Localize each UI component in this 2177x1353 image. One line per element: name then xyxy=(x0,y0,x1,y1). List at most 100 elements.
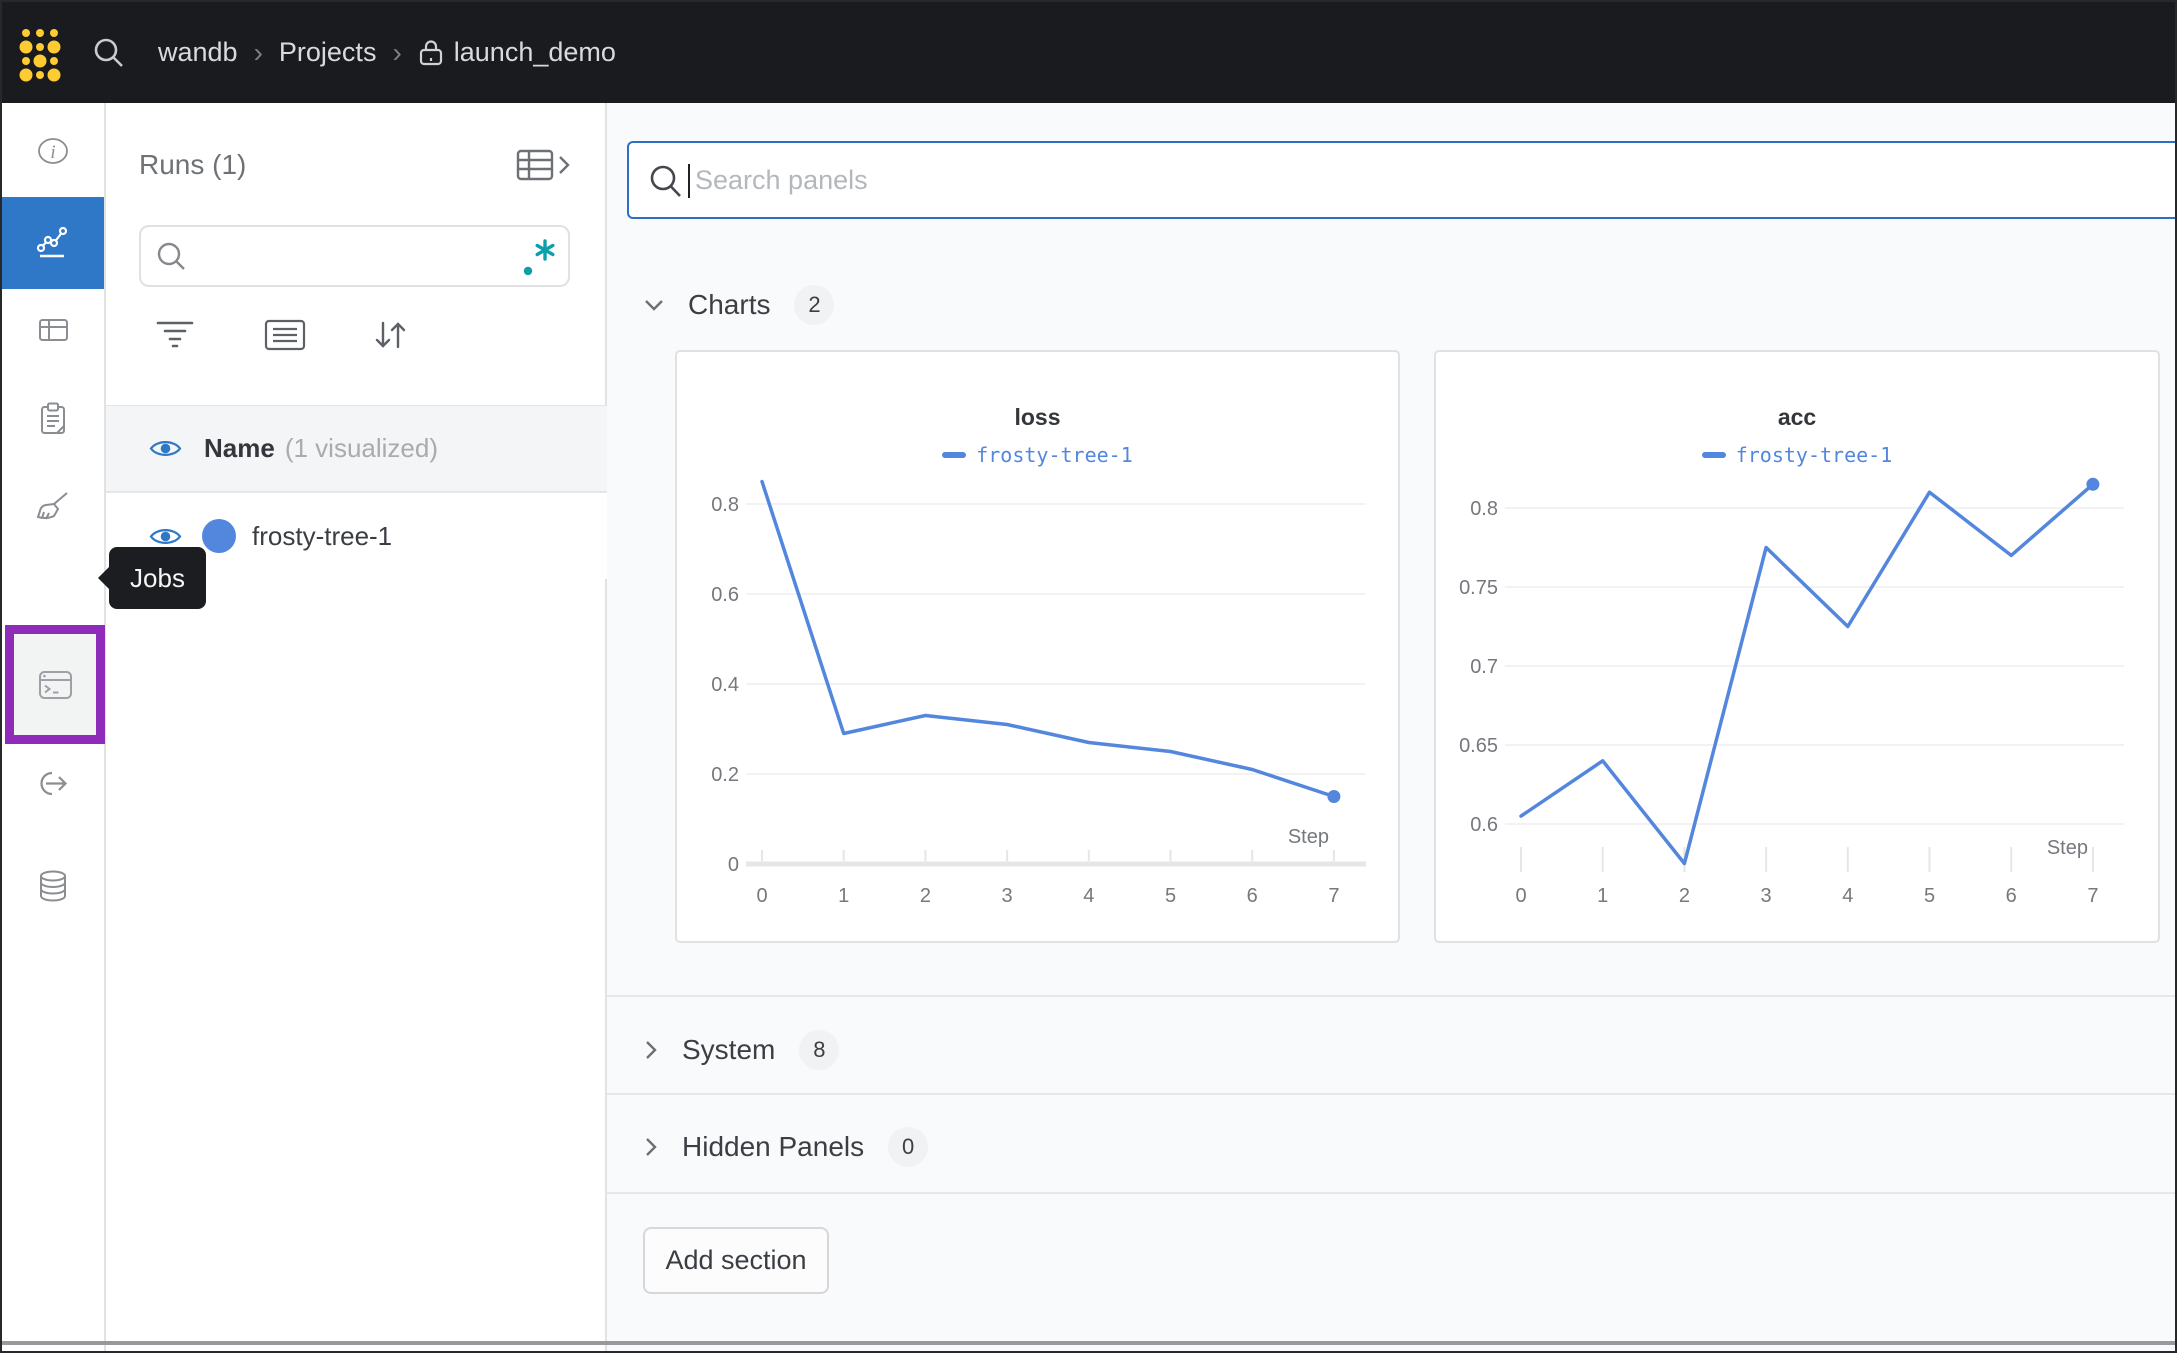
svg-text:4: 4 xyxy=(1083,885,1094,907)
breadcrumb-project-name[interactable]: launch_demo xyxy=(453,37,616,67)
legend-run-name: frosty-tree-1 xyxy=(1735,443,1893,467)
sort-button[interactable] xyxy=(372,319,408,356)
svg-text:7: 7 xyxy=(1328,885,1339,907)
runs-header-visualized-count: (1 visualized) xyxy=(284,433,438,463)
sidebar-item-reports[interactable] xyxy=(2,391,104,447)
sidebar-item-workspace[interactable] xyxy=(2,197,104,289)
legend-dash-icon xyxy=(942,452,967,458)
filter-button[interactable] xyxy=(155,319,195,354)
sidebar-rail: i xyxy=(2,103,106,1351)
sidebar-item-artifacts[interactable] xyxy=(2,859,104,915)
runs-header-name: Name xyxy=(204,433,275,463)
runs-panel: Runs (1) xyxy=(106,103,607,1351)
list-card-icon xyxy=(264,319,306,351)
svg-text:Step: Step xyxy=(1288,826,1329,848)
svg-text:0.6: 0.6 xyxy=(1470,814,1498,836)
svg-text:0.6: 0.6 xyxy=(711,584,739,606)
svg-text:5: 5 xyxy=(1924,885,1935,907)
svg-text:6: 6 xyxy=(2006,885,2017,907)
svg-text:0.8: 0.8 xyxy=(1470,498,1498,520)
runs-search-box xyxy=(139,225,570,287)
info-icon: i xyxy=(38,138,68,164)
divider xyxy=(106,491,607,493)
run-name[interactable]: frosty-tree-1 xyxy=(252,520,393,551)
expand-runs-table-button[interactable] xyxy=(516,145,574,190)
acc-chart-plot: 0.6 0.65 0.7 0.75 0.8 0 1 2 3 4 5 6 7 Step xyxy=(1459,477,2124,907)
sidebar-item-jobs[interactable] xyxy=(32,663,78,707)
divider xyxy=(607,995,2175,997)
section-header-charts[interactable]: Charts 2 xyxy=(642,283,835,327)
chevron-right-icon xyxy=(642,1038,660,1062)
section-header-hidden-panels[interactable]: Hidden Panels 0 xyxy=(642,1125,929,1169)
svg-text:0.7: 0.7 xyxy=(1470,656,1498,678)
section-label: System xyxy=(682,1034,776,1065)
breadcrumb-separator: › xyxy=(392,36,402,68)
svg-text:0.8: 0.8 xyxy=(711,494,739,516)
tooltip-label: Jobs xyxy=(130,562,185,593)
loss-chart-panel[interactable]: loss frosty-tree-1 0 0.2 0.4 0.6 0.8 0 1 2 3 4 5 6 7… xyxy=(675,350,1400,943)
search-icon xyxy=(157,242,185,270)
terminal-icon xyxy=(39,670,72,699)
svg-text:0: 0 xyxy=(756,885,767,907)
svg-text:7: 7 xyxy=(2087,885,2098,907)
run-color-dot xyxy=(202,519,236,553)
lock-icon xyxy=(418,38,444,68)
tooltip-arrow xyxy=(98,566,110,590)
sidebar-item-sweeps[interactable] xyxy=(2,479,104,535)
svg-text:3: 3 xyxy=(1761,885,1772,907)
visibility-eye-icon[interactable] xyxy=(149,437,182,460)
svg-text:6: 6 xyxy=(1247,885,1258,907)
section-count-badge: 2 xyxy=(794,285,835,325)
svg-text:0.65: 0.65 xyxy=(1459,735,1498,757)
line-chart-icon xyxy=(36,226,68,258)
divider xyxy=(607,1192,2175,1194)
svg-text:0.75: 0.75 xyxy=(1459,577,1498,599)
table-icon xyxy=(39,319,68,341)
wandb-logo-icon[interactable] xyxy=(18,24,62,82)
visibility-eye-icon[interactable] xyxy=(149,525,182,548)
link-arrow-icon xyxy=(40,771,68,796)
svg-text:0.2: 0.2 xyxy=(711,764,739,786)
filter-icon xyxy=(156,321,194,348)
svg-text:0.4: 0.4 xyxy=(711,674,739,696)
panel-search-box xyxy=(627,141,2175,219)
svg-text:4: 4 xyxy=(1842,885,1853,907)
svg-text:3: 3 xyxy=(1002,885,1013,907)
chart-title: loss xyxy=(1014,404,1061,430)
table-expand-icon xyxy=(516,149,570,181)
add-section-button[interactable]: Add section xyxy=(643,1227,829,1294)
sidebar-item-launch[interactable] xyxy=(2,756,104,812)
search-icon[interactable] xyxy=(92,36,126,70)
runs-search-input[interactable] xyxy=(199,227,509,285)
section-header-system[interactable]: System 8 xyxy=(642,1028,840,1072)
panels-area: Charts 2 loss frosty-tree-1 0 0.2 0.4 0.6 0.… xyxy=(607,103,2175,1351)
jobs-highlight-annotation xyxy=(5,625,105,744)
sidebar-item-overview[interactable]: i xyxy=(2,123,104,179)
regex-toggle-icon[interactable] xyxy=(519,235,563,283)
svg-text:Step: Step xyxy=(2047,837,2088,859)
panel-search-input[interactable] xyxy=(693,145,2093,215)
chevron-right-icon xyxy=(642,1135,660,1159)
search-icon xyxy=(650,165,681,197)
svg-text:5: 5 xyxy=(1165,885,1176,907)
loss-chart-plot: 0 0.2 0.4 0.6 0.8 0 1 2 3 4 5 6 7 Step xyxy=(711,479,1366,907)
section-label: Charts xyxy=(688,289,771,320)
breadcrumb-entity[interactable]: wandb xyxy=(158,37,238,67)
svg-text:0: 0 xyxy=(728,854,739,876)
window-bottom-edge xyxy=(2,1341,2175,1345)
sort-icon xyxy=(375,321,406,349)
breadcrumb-projects[interactable]: Projects xyxy=(278,37,377,67)
chart-legend: frosty-tree-1 xyxy=(677,443,1398,467)
acc-chart-panel[interactable]: acc frosty-tree-1 0.6 0.65 0.7 0.75 0.8 0 1 2 3 4… xyxy=(1434,350,2160,943)
runs-header-row: Name (1 visualized) xyxy=(106,406,607,491)
clipboard-icon xyxy=(41,402,65,434)
display-options-button[interactable] xyxy=(264,319,306,356)
text-caret xyxy=(688,164,690,198)
svg-text:1: 1 xyxy=(838,885,849,907)
svg-text:2: 2 xyxy=(920,885,931,907)
section-label: Hidden Panels xyxy=(682,1131,865,1162)
legend-run-name: frosty-tree-1 xyxy=(976,443,1133,467)
sidebar-item-table[interactable] xyxy=(2,302,104,358)
section-count-badge: 8 xyxy=(799,1030,840,1070)
runs-panel-title: Runs (1) xyxy=(139,149,247,180)
